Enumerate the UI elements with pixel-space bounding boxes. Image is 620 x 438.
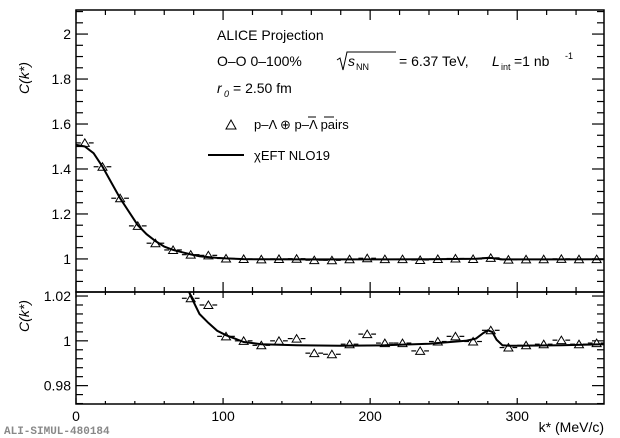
legend-triangle-marker bbox=[225, 118, 237, 130]
plot-frame bbox=[75, 291, 605, 405]
svg-text:r: r bbox=[217, 80, 223, 96]
data-point bbox=[305, 348, 324, 358]
svg-text:L: L bbox=[492, 53, 500, 69]
x-tick-label: 200 bbox=[358, 408, 382, 424]
svg-text:int: int bbox=[501, 62, 511, 72]
system-label: O–O 0–100% s NN = 6.37 TeV, L int =1 nb … bbox=[217, 51, 573, 72]
svg-text:= 2.50 fm: = 2.50 fm bbox=[233, 80, 292, 96]
y-tick-label: 1.02 bbox=[44, 288, 71, 304]
data-point bbox=[199, 300, 218, 309]
svg-text:s: s bbox=[348, 53, 355, 69]
y-tick-label: 1.4 bbox=[52, 161, 72, 177]
panel-zoom: 0.98 1 1.02 bbox=[44, 288, 605, 405]
model-curve bbox=[76, 143, 604, 261]
svg-text:NN: NN bbox=[356, 62, 369, 72]
panel-marks bbox=[129, 8, 604, 359]
data-point bbox=[147, 180, 165, 188]
legend: p–Λ ⊕ p–Λ pairs χEFT NLO19 bbox=[208, 116, 349, 163]
data-point bbox=[270, 335, 288, 345]
svg-text:0: 0 bbox=[224, 89, 229, 99]
svg-text:O–O 0–100%: O–O 0–100% bbox=[217, 53, 302, 69]
model-curve bbox=[188, 292, 604, 347]
watermark: ALI-SIMUL-480184 bbox=[4, 426, 110, 438]
radius-label: r 0 = 2.50 fm bbox=[217, 80, 292, 99]
svg-text:=1 nb: =1 nb bbox=[514, 53, 550, 69]
chart-title: ALICE Projection bbox=[217, 27, 324, 43]
svg-text:= 6.37 TeV,: = 6.37 TeV, bbox=[399, 53, 469, 69]
data-point bbox=[323, 349, 341, 359]
data-point bbox=[287, 333, 306, 343]
data-point bbox=[129, 8, 147, 16]
y-tick-label: 0.98 bbox=[44, 378, 71, 394]
x-axis-label: k* (MeV/c) bbox=[539, 419, 604, 435]
y-axis-label-main: C(k*) bbox=[16, 62, 32, 94]
data-point bbox=[411, 345, 429, 355]
x-tick-label: 100 bbox=[211, 408, 235, 424]
legend-label-model: χEFT NLO19 bbox=[254, 148, 330, 163]
data-point bbox=[358, 329, 377, 339]
y-tick-label: 2 bbox=[63, 26, 71, 42]
x-tick-label: 0 bbox=[72, 408, 80, 424]
data-point bbox=[499, 342, 518, 352]
y-tick-label: 1.8 bbox=[52, 71, 72, 87]
y-tick-label: 1 bbox=[63, 333, 71, 349]
svg-text:-1: -1 bbox=[565, 51, 573, 61]
y-tick-label: 1.2 bbox=[52, 206, 72, 222]
y-tick-label: 1 bbox=[63, 251, 71, 267]
data-point bbox=[552, 335, 571, 345]
data-point bbox=[358, 253, 377, 263]
x-tick-label: 300 bbox=[506, 408, 530, 424]
y-tick-label: 1.6 bbox=[52, 116, 72, 132]
data-point bbox=[446, 331, 465, 341]
panel-marks bbox=[76, 137, 604, 265]
legend-label-data: p–Λ ⊕ p–Λ pairs bbox=[254, 117, 349, 132]
y-axis-label-zoom: C(k*) bbox=[16, 300, 32, 332]
